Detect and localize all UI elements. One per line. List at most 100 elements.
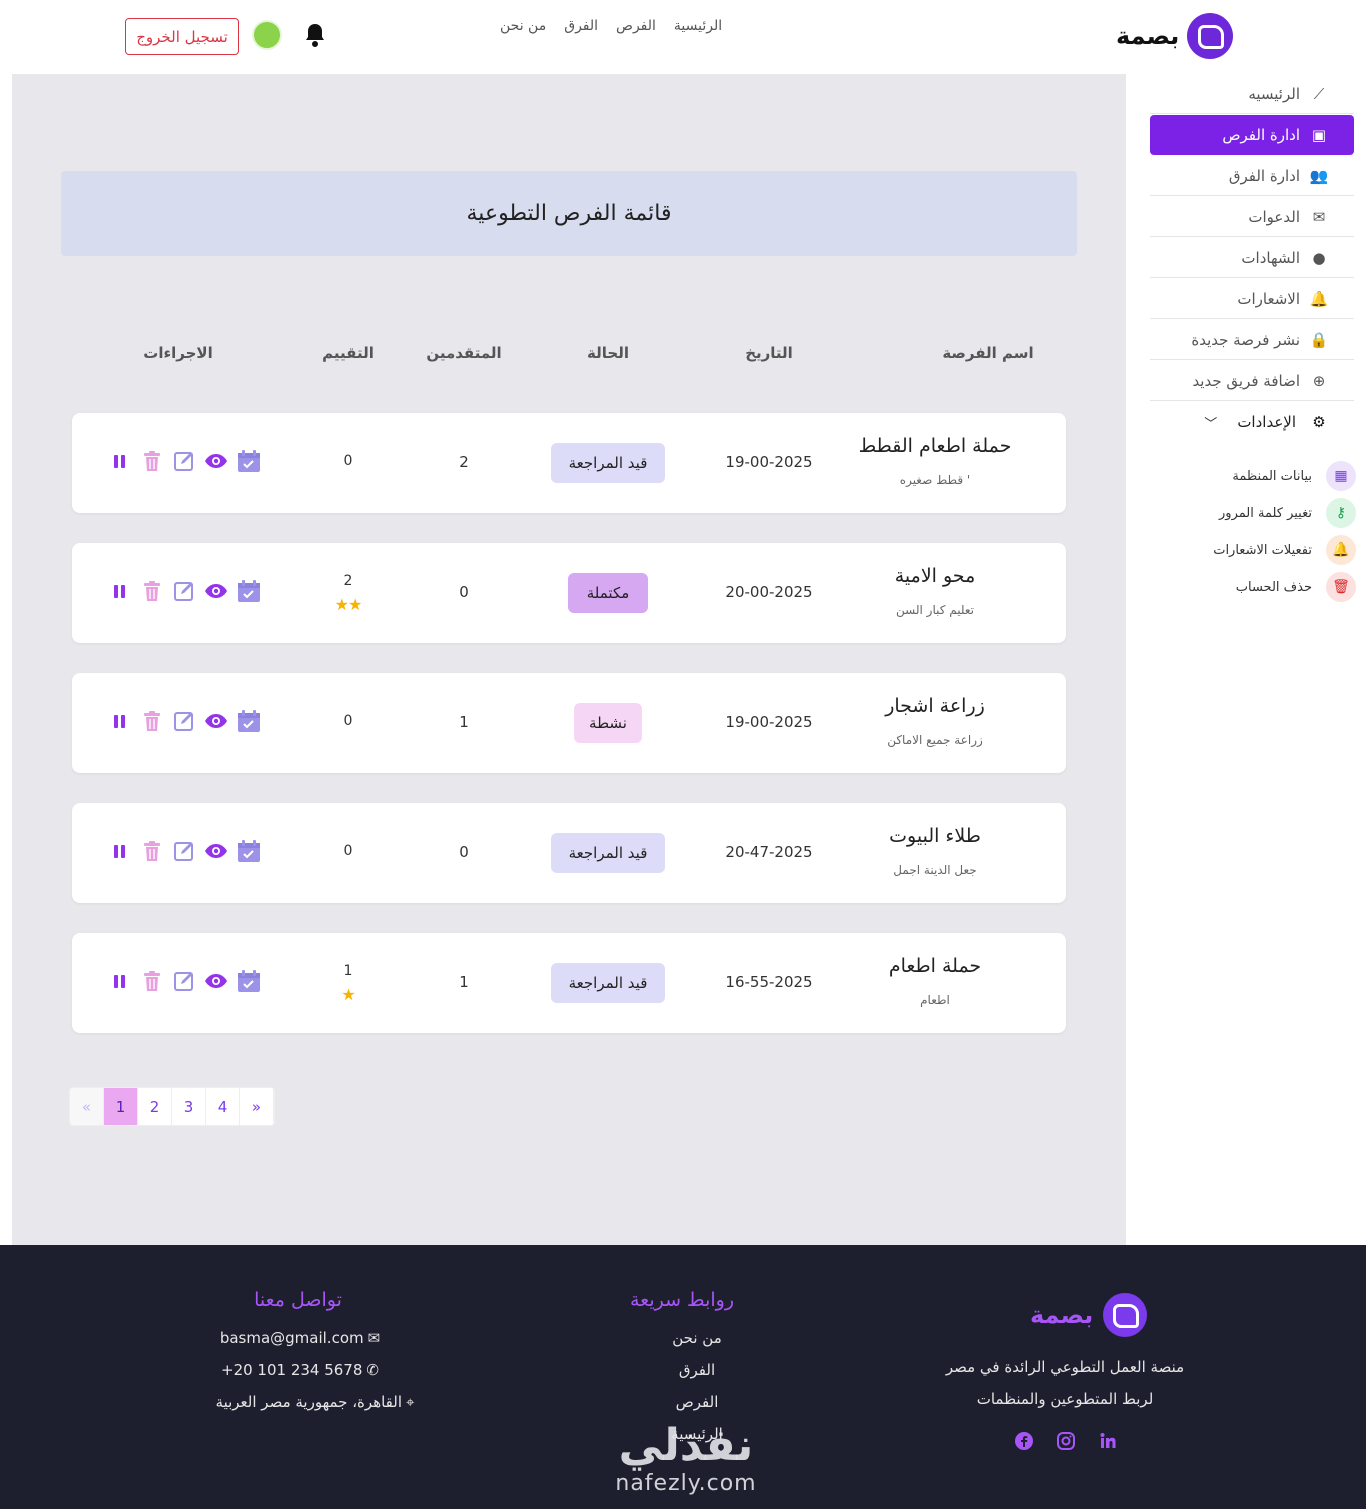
opportunity-name: حملة اطعام القطط [858,435,1012,457]
header-status: الحالة [587,344,629,362]
pagination-page-2[interactable]: 2 [138,1088,172,1125]
pause-icon[interactable] [108,839,132,863]
social-links [1014,1431,1118,1451]
eye-icon[interactable] [204,579,228,603]
settings-item-label: تغيير كلمة المرور [1219,505,1312,521]
applicants-count: 1 [459,713,469,731]
pagination-prev[interactable]: « [70,1088,104,1125]
sidebar-item-label: ادارة الفرق [1228,166,1300,185]
calendar-icon[interactable] [236,449,260,473]
sidebar-item-briefcase[interactable]: ادارة الفرص ▣ [1150,115,1354,155]
sidebar-item-lock-bag[interactable]: نشر فرصة جديدة 🔒 [1150,320,1354,360]
footer-link-about[interactable]: من نحن [672,1329,722,1347]
settings-item-label: بيانات المنظمة [1232,468,1312,484]
envelope-icon: ✉ [367,1329,381,1347]
main-nav: الرئيسية الفرص الفرق من نحن [500,18,722,34]
status-badge: قيد المراجعة [551,833,665,873]
phone-text: +20 101 234 5678 [221,1361,363,1379]
header-rating: التقييم [322,344,374,362]
sidebar-item-user-plus[interactable]: اضافة فريق جديد ⊕ [1150,361,1354,401]
eye-icon[interactable] [204,969,228,993]
nav-link-home[interactable]: الرئيسية [673,18,723,34]
rating-value: 2 [343,573,353,589]
chevron-down-icon: ﹀ [1204,416,1218,432]
footer-brand-name: بصمة [1030,1301,1094,1329]
opportunity-desc: تعليم كبار السن [896,603,974,617]
settings-item-key[interactable]: تغيير كلمة المرور ⚷ [1176,497,1356,529]
calendar-icon[interactable] [236,969,260,993]
footer-link-home[interactable]: الرئيسية [671,1425,723,1443]
edit-icon[interactable] [172,969,196,993]
header-name: اسم الفرصة [942,344,1034,362]
footer-desc-line: لربط المتطوعين والمنظمات [976,1390,1154,1408]
calendar-icon[interactable] [236,709,260,733]
trash-icon[interactable] [140,449,164,473]
facebook-icon[interactable] [1014,1431,1034,1451]
table-header: اسم الفرصة التاريخ الحالة المتقدمين التق… [72,344,1066,374]
chart-line-icon: ⟋ [1313,84,1325,103]
sidebar-item-label: نشر فرصة جديدة [1191,330,1300,349]
edit-icon[interactable] [172,579,196,603]
settings-item-label: تفعيلات الاشعارات [1213,542,1312,558]
pause-icon[interactable] [108,579,132,603]
eye-icon[interactable] [204,449,228,473]
pagination: « 1 2 3 4 » [69,1087,275,1126]
sidebar-item-award[interactable]: الشهادات ● [1150,238,1354,278]
eye-icon[interactable] [204,709,228,733]
pagination-page-3[interactable]: 3 [172,1088,206,1125]
sidebar-item-label: الرئيسيه [1248,84,1300,103]
trash-icon: 🗑 [1326,572,1356,602]
trash-icon[interactable] [140,839,164,863]
sidebar-item-label: الاشعارات [1237,289,1300,308]
settings-item-building[interactable]: بيانات المنظمة ▦ [1176,460,1356,492]
trash-icon[interactable] [140,969,164,993]
opportunity-desc: اطعام [920,993,950,1007]
instagram-icon[interactable] [1056,1431,1076,1451]
linkedin-icon[interactable] [1098,1431,1118,1451]
notifications-bell-icon[interactable] [303,22,327,48]
opportunity-name: محو الامية [894,565,976,587]
opportunity-date: 16-55-2025 [725,973,813,991]
edit-icon[interactable] [172,449,196,473]
sidebar-item-chart-line[interactable]: الرئيسيه ⟋ [1150,74,1354,114]
footer-email[interactable]: basma@gmail.com ✉ [180,1329,420,1347]
phone-icon: ✆ [366,1361,379,1379]
calendar-icon[interactable] [236,579,260,603]
settings-item-bell[interactable]: تفعيلات الاشعارات 🔔 [1176,534,1356,566]
rating-value: 0 [343,453,353,469]
logo-icon [1187,13,1234,59]
pagination-next[interactable]: » [240,1088,274,1125]
avatar[interactable] [252,20,282,50]
pagination-page-4[interactable]: 4 [206,1088,240,1125]
trash-icon[interactable] [140,579,164,603]
edit-icon[interactable] [172,709,196,733]
footer-phone[interactable]: +20 101 234 5678 ✆ [180,1361,420,1379]
nav-link-about[interactable]: من نحن [500,18,547,34]
opportunity-date: 19-00-2025 [725,713,813,731]
brand-name: بصمة [1116,22,1180,50]
eye-icon[interactable] [204,839,228,863]
row-actions [108,579,260,603]
pause-icon[interactable] [108,969,132,993]
applicants-count: 2 [459,453,469,471]
sidebar-item-users[interactable]: ادارة الفرق 👥 [1150,156,1354,196]
pause-icon[interactable] [108,449,132,473]
nav-link-teams[interactable]: الفرق [564,18,599,34]
footer-link-teams[interactable]: الفرق [678,1361,716,1379]
pause-icon[interactable] [108,709,132,733]
opportunity-desc: جعل الدينة اجمل [893,863,977,877]
address-text: القاهرة، جمهورية مصر العربية [215,1393,402,1411]
opportunity-desc: زراعة جميع الاماكن [887,733,983,747]
calendar-icon[interactable] [236,839,260,863]
logout-button[interactable]: تسجيل الخروج [125,18,239,55]
sidebar-item-settings[interactable]: ﹀ الإعدادات ⚙ [1150,402,1354,442]
brand-logo[interactable]: بصمة [1116,12,1234,60]
sidebar-item-bell[interactable]: الاشعارات 🔔 [1150,279,1354,319]
nav-link-opportunities[interactable]: الفرص [616,18,656,34]
sidebar-item-envelope[interactable]: الدعوات ✉ [1150,197,1354,237]
edit-icon[interactable] [172,839,196,863]
trash-icon[interactable] [140,709,164,733]
pagination-page-1[interactable]: 1 [104,1088,138,1125]
settings-item-trash[interactable]: حذف الحساب 🗑 [1176,571,1356,603]
footer-link-opportunities[interactable]: الفرص [675,1393,719,1411]
